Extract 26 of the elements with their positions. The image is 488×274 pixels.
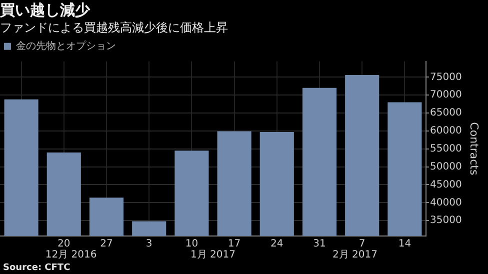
x-tick-label: 14 bbox=[398, 238, 412, 250]
x-tick-label: 27 bbox=[100, 238, 113, 250]
legend-label: 金の先物とオプション bbox=[16, 40, 116, 52]
y-tick-label: 65000 bbox=[430, 108, 462, 119]
text: 2月 2017 bbox=[332, 250, 378, 261]
y-tick-label: 50000 bbox=[430, 161, 462, 172]
y-tick-label: 75000 bbox=[430, 72, 462, 83]
y-tick-label: 60000 bbox=[430, 126, 462, 137]
x-tick-label: 7 bbox=[358, 238, 366, 250]
x-tick-label: 3 bbox=[146, 238, 152, 250]
y-tick-label: 70000 bbox=[430, 90, 462, 101]
text: 12月 2016 bbox=[45, 250, 97, 261]
x-tick-label: 17 bbox=[228, 238, 241, 250]
x-tick-label: 20 bbox=[58, 238, 70, 250]
y-tick-label: 45000 bbox=[430, 179, 462, 190]
x-tick-label: 31 bbox=[313, 238, 326, 250]
y-axis-title: Contracts bbox=[468, 122, 481, 176]
chart-title: 買い越し減少 bbox=[0, 0, 91, 19]
y-tick-label: 55000 bbox=[430, 143, 462, 154]
chart-subtitle: ファンドによる買越残高減少後に価格上昇 bbox=[0, 20, 228, 34]
x-tick-label: 10 bbox=[185, 238, 198, 250]
text: 1月 2017 bbox=[190, 250, 236, 261]
x-tick-label: 24 bbox=[270, 238, 284, 250]
source-note: Source: CFTC bbox=[3, 262, 71, 273]
y-tick-label: 35000 bbox=[430, 215, 462, 226]
y-tick-label: 40000 bbox=[430, 197, 462, 208]
